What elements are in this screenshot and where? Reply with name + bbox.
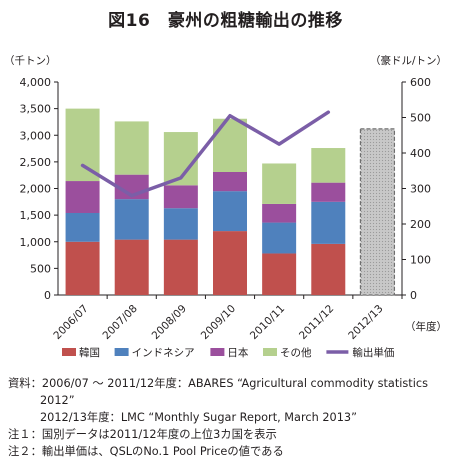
bar-segment-インドネシア [114, 199, 149, 240]
bar-segment-韓国 [262, 253, 297, 295]
left-axis-tick-label: 1,500 [20, 209, 52, 222]
bar-segment-インドネシア [65, 212, 100, 242]
x-axis-category-label: 2008/09 [150, 303, 189, 342]
legend-swatch-その他 [263, 348, 277, 356]
legend-swatch-日本 [210, 348, 225, 356]
x-axis-category-label: 2010/11 [248, 303, 287, 342]
bar-segment-インドネシア [262, 222, 297, 254]
source-note-1-continued: 2012” [40, 394, 75, 407]
right-axis-unit-label: （豪ドル/トン） [370, 54, 447, 67]
left-axis-tick-label: 4,000 [20, 76, 52, 89]
legend-label-インドネシア: インドネシア [132, 347, 195, 359]
bar-segment-日本 [163, 185, 198, 209]
footnote-1: 注１：国別データは2011/12年度の上位3カ国を表示 [8, 428, 277, 441]
left-axis-tick-label: 500 [30, 262, 51, 275]
legend-swatch-韓国 [62, 348, 76, 356]
right-axis-tick-label: 500 [410, 112, 431, 125]
right-axis-tick-label: 300 [410, 183, 431, 196]
left-axis-tick-label: 2,000 [20, 183, 52, 196]
left-axis-unit-label: （千トン） [4, 55, 57, 67]
legend-label-韓国: 韓国 [79, 347, 100, 359]
bar-segment-その他 [262, 163, 297, 204]
bar-segment-韓国 [65, 241, 100, 295]
chart-title: 図16 豪州の粗糖輸出の推移 [108, 11, 343, 31]
x-axis-category-label: 2009/10 [199, 303, 238, 342]
x-axis-category-label: 2006/07 [51, 303, 90, 342]
bar-segment-韓国 [213, 231, 247, 295]
bar-segment-インドネシア [163, 208, 198, 240]
bar-segment-韓国 [311, 243, 346, 295]
right-axis-tick-label: 200 [410, 218, 431, 231]
legend-swatch-インドネシア [114, 348, 129, 356]
legend-label-line: 輸出単価 [352, 346, 394, 359]
left-axis-tick-label: 2,500 [20, 156, 52, 169]
stacked-bar-line-chart: 0 500 1,000 1,500 2,000 2,500 3,000 3,500 4,000 0… [4, 54, 447, 359]
bar-segment-日本 [213, 171, 247, 192]
bar-segment-その他 [114, 121, 149, 175]
left-axis-tick-label: 1,000 [20, 236, 52, 249]
source-note-1: 資料：2006/07 〜 2011/12年度：ABARES “Agricultu… [8, 377, 428, 390]
x-axis-category-label: 2012/13 [346, 303, 385, 342]
x-axis-unit-label: （年度） [405, 320, 447, 333]
bar-segment-インドネシア [311, 201, 346, 244]
right-axis-tick-label: 600 [410, 76, 431, 89]
bar-segment-その他 [213, 118, 247, 172]
bar-segment-日本 [311, 182, 346, 202]
source-note-2: 2012/13年度：LMC “Monthly Sugar Report, Mar… [40, 411, 357, 424]
bar-segment-日本 [65, 181, 100, 213]
left-axis-tick-label: 3,500 [20, 103, 52, 116]
line-series-export-price [80, 110, 331, 198]
legend-label-日本: 日本 [227, 346, 248, 359]
bar-total-2012-13 [359, 128, 396, 296]
left-axis-tick-label: 3,000 [20, 129, 52, 142]
bar-segment-その他 [65, 108, 100, 182]
legend-label-その他: その他 [280, 346, 312, 359]
bar-segment-日本 [262, 203, 297, 223]
bar-segment-インドネシア [213, 191, 247, 232]
right-axis-tick-label: 0 [410, 289, 417, 302]
footnote-2: 注２：輸出単価は、QSLのNo.1 Pool Priceの値である [8, 445, 284, 458]
bar-segment-その他 [311, 148, 346, 183]
right-axis-tick-label: 100 [410, 254, 431, 267]
x-axis-category-label: 2011/12 [297, 303, 336, 342]
bar-segment-韓国 [163, 239, 198, 295]
left-axis-tick-label: 0 [44, 289, 51, 302]
x-axis-category-label: 2007/08 [101, 303, 140, 342]
bar-segment-韓国 [114, 239, 149, 295]
right-axis-tick-label: 400 [410, 147, 431, 160]
